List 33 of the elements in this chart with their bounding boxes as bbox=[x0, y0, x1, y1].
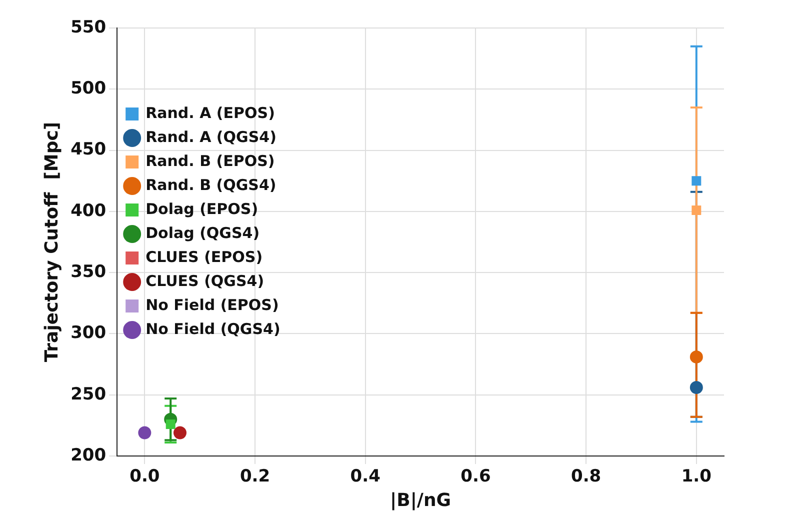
legend-label: Dolag (EPOS) bbox=[146, 200, 258, 218]
point bbox=[173, 426, 186, 440]
y-tick-label: 250 bbox=[70, 384, 106, 404]
x-tick-label: 0.2 bbox=[240, 466, 270, 487]
x-tick-label: 0.8 bbox=[571, 466, 602, 487]
x-tick-label: 0.6 bbox=[460, 466, 491, 487]
x-tick-label: 0.4 bbox=[350, 466, 381, 487]
legend-label: Dolag (QGS4) bbox=[146, 224, 260, 242]
point bbox=[690, 350, 703, 364]
y-tick-label: 350 bbox=[70, 262, 106, 282]
y-tick-label: 200 bbox=[70, 445, 106, 466]
point bbox=[692, 176, 702, 186]
legend-label: Rand. B (QGS4) bbox=[146, 176, 276, 194]
y-tick-label: 300 bbox=[70, 323, 106, 344]
legend-label: No Field (EPOS) bbox=[146, 296, 279, 314]
point bbox=[138, 426, 152, 440]
legend-label: CLUES (QGS4) bbox=[146, 272, 264, 290]
x-tick-label: 0.0 bbox=[130, 466, 160, 487]
legend-label: CLUES (EPOS) bbox=[146, 248, 263, 266]
x-tick-label: 1.0 bbox=[681, 466, 712, 487]
y-tick-label: 450 bbox=[70, 140, 106, 160]
legend-label: Rand. A (EPOS) bbox=[146, 104, 275, 122]
point bbox=[692, 205, 702, 215]
point bbox=[690, 381, 703, 394]
legend-label: Rand. A (QGS4) bbox=[146, 128, 276, 146]
y-tick-label: 500 bbox=[70, 78, 106, 99]
legend-label: No Field (QGS4) bbox=[146, 320, 280, 338]
point bbox=[166, 419, 176, 429]
legend-label: Rand. B (EPOS) bbox=[146, 152, 275, 170]
x-axis-title: |B|/nG bbox=[390, 490, 452, 511]
y-axis-title: Trajectory Cutoff [Mpc] bbox=[41, 122, 62, 362]
y-tick-label: 550 bbox=[70, 17, 106, 38]
y-tick-label: 400 bbox=[70, 200, 106, 221]
